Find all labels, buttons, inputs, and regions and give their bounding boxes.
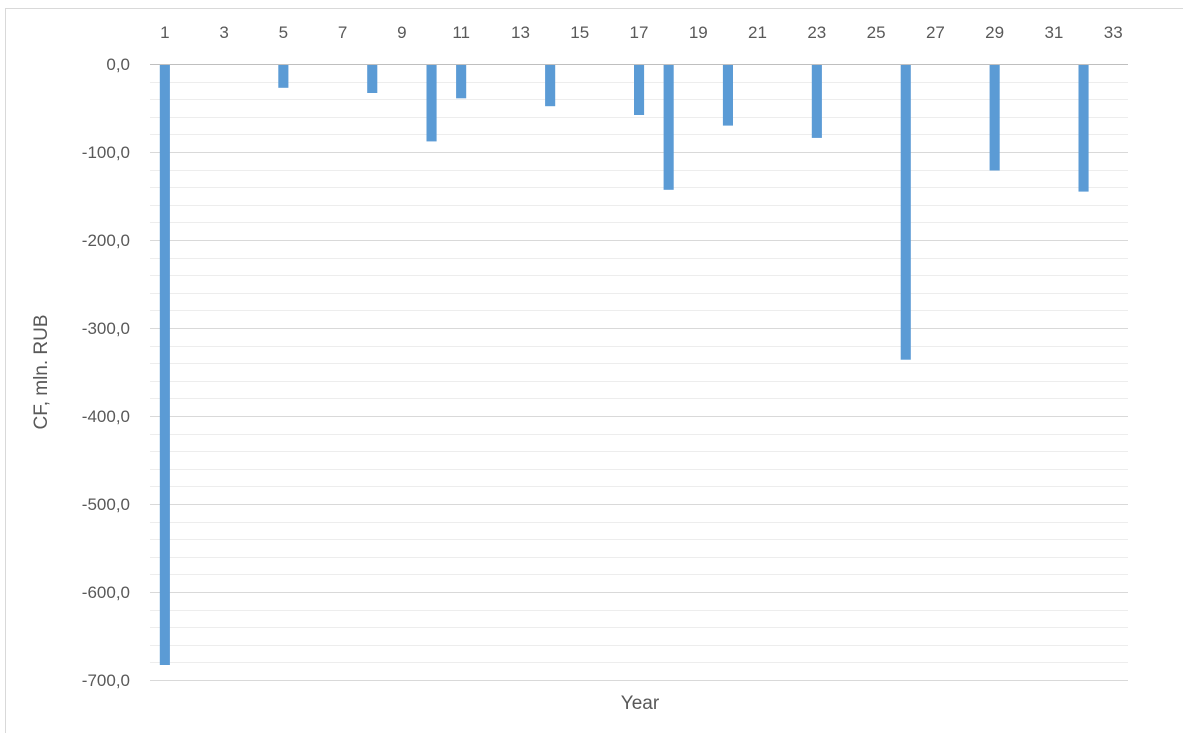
y-axis-title: CF, mln. RUB <box>31 314 52 429</box>
bar <box>1078 64 1089 192</box>
y-tick-label: -100,0 <box>82 143 130 162</box>
x-tick-label: 21 <box>748 23 767 42</box>
bar <box>722 64 733 126</box>
x-tick-label: 31 <box>1044 23 1063 42</box>
x-tick-label: 27 <box>926 23 945 42</box>
bar <box>278 64 289 88</box>
bar <box>811 64 822 138</box>
bar <box>663 64 674 190</box>
y-tick-label: -400,0 <box>82 407 130 426</box>
x-tick-label: 17 <box>630 23 649 42</box>
bar <box>989 64 1000 171</box>
y-tick-label: -300,0 <box>82 319 130 338</box>
y-tick-label: 0,0 <box>106 55 130 74</box>
bar <box>159 64 170 665</box>
y-tick-label: -600,0 <box>82 583 130 602</box>
x-tick-label: 11 <box>452 23 470 42</box>
bar <box>900 64 911 360</box>
gridlines <box>150 82 1128 681</box>
tick-labels: 1 3 5 7 9 11 13 15 17 19 21 23 25 27 29 31 330,0-100,0-2… <box>82 23 1123 690</box>
x-tick-label: 1 <box>160 23 169 42</box>
x-tick-label: 19 <box>689 23 708 42</box>
x-tick-label: 23 <box>807 23 826 42</box>
bar <box>634 64 645 115</box>
x-tick-label: 9 <box>397 23 406 42</box>
bar <box>456 64 467 99</box>
x-tick-label: 13 <box>511 23 530 42</box>
y-tick-label: -200,0 <box>82 231 130 250</box>
x-tick-label: 15 <box>570 23 589 42</box>
y-tick-label: -500,0 <box>82 495 130 514</box>
y-tick-label: -700,0 <box>82 671 130 690</box>
x-tick-label: 3 <box>219 23 228 42</box>
x-axis-title: Year <box>621 693 660 714</box>
x-tick-label: 25 <box>867 23 886 42</box>
x-tick-label: 33 <box>1104 23 1123 42</box>
x-tick-label: 29 <box>985 23 1004 42</box>
x-tick-label: 7 <box>338 23 347 42</box>
bar <box>426 64 437 142</box>
bar <box>545 64 556 107</box>
bar <box>367 64 378 93</box>
x-tick-label: 5 <box>279 23 288 42</box>
bar-series <box>159 64 1089 665</box>
